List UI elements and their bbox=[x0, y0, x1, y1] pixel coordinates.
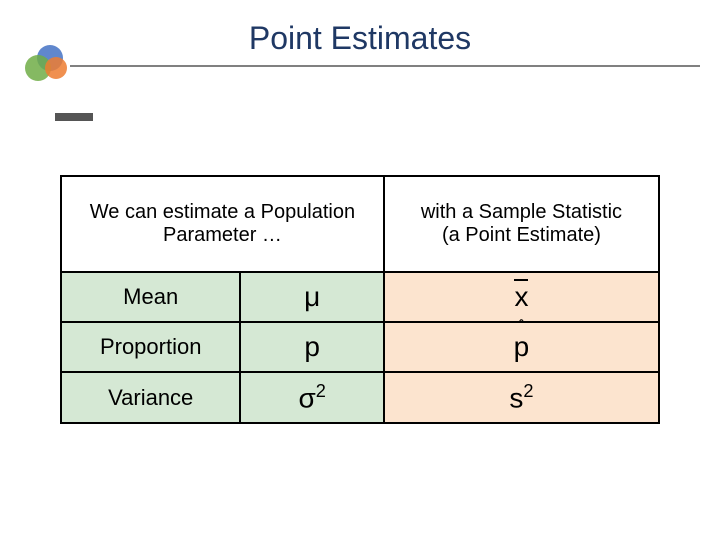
row-label-proportion: Proportion bbox=[61, 322, 240, 372]
header-population: We can estimate a Population Parameter … bbox=[61, 176, 384, 272]
row-statistic-mean: x bbox=[384, 272, 659, 322]
overline-bar-icon bbox=[514, 279, 528, 281]
page-title: Point Estimates bbox=[0, 20, 720, 57]
statistic-base: s bbox=[509, 382, 523, 413]
row-label-variance: Variance bbox=[61, 372, 240, 423]
header-sample: with a Sample Statistic (a Point Estimat… bbox=[384, 176, 659, 272]
row-symbol-variance: σ2 bbox=[240, 372, 384, 423]
symbol-sup: 2 bbox=[316, 381, 326, 401]
decorative-circles bbox=[25, 45, 80, 85]
row-label-mean: Mean bbox=[61, 272, 240, 322]
title-region: Point Estimates bbox=[0, 0, 720, 85]
hat-icon: ˆ bbox=[514, 319, 530, 335]
row-statistic-variance: s2 bbox=[384, 372, 659, 423]
row-statistic-proportion: ˆ p bbox=[384, 322, 659, 372]
table-row: Variance σ2 s2 bbox=[61, 372, 659, 423]
dark-strip bbox=[55, 113, 93, 121]
statistic-base: p bbox=[514, 331, 530, 362]
row-symbol-proportion: p bbox=[240, 322, 384, 372]
table-row: Mean μ x bbox=[61, 272, 659, 322]
symbol-base: σ bbox=[298, 382, 315, 413]
title-rule bbox=[70, 65, 700, 67]
statistic-sup: 2 bbox=[523, 381, 533, 401]
table-row: Proportion p ˆ p bbox=[61, 322, 659, 372]
table-header-row: We can estimate a Population Parameter …… bbox=[61, 176, 659, 272]
estimates-table: We can estimate a Population Parameter …… bbox=[60, 175, 660, 424]
estimates-table-container: We can estimate a Population Parameter …… bbox=[60, 175, 660, 424]
row-symbol-mean: μ bbox=[240, 272, 384, 322]
circle-orange bbox=[45, 57, 67, 79]
statistic-base: x bbox=[514, 281, 528, 312]
